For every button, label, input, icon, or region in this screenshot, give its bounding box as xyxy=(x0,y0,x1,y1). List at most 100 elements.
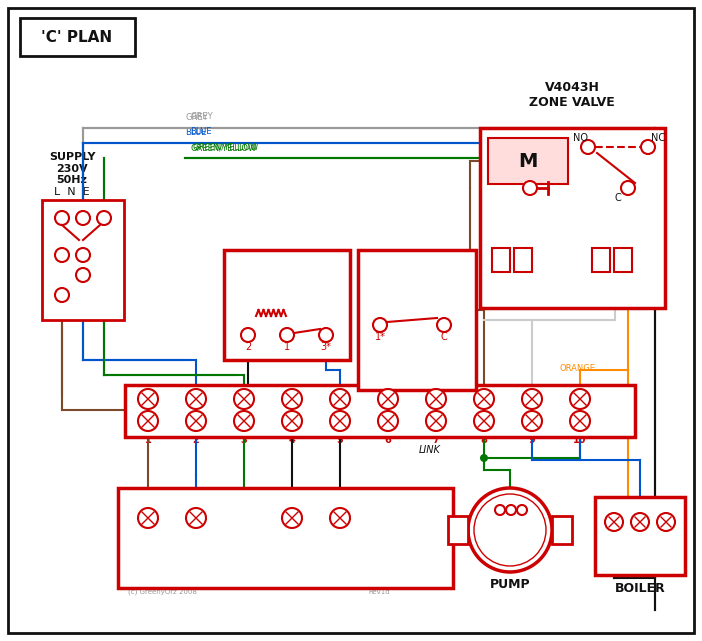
FancyBboxPatch shape xyxy=(42,200,124,320)
Circle shape xyxy=(474,411,494,431)
Text: 5: 5 xyxy=(337,435,343,445)
Text: HW: HW xyxy=(331,497,350,507)
Text: BLUE: BLUE xyxy=(185,128,206,137)
Circle shape xyxy=(378,389,398,409)
Circle shape xyxy=(55,248,69,262)
Text: 2: 2 xyxy=(245,342,251,352)
Text: GREEN/YELLOW: GREEN/YELLOW xyxy=(192,142,258,151)
Text: 9: 9 xyxy=(529,435,536,445)
FancyBboxPatch shape xyxy=(358,250,476,390)
Circle shape xyxy=(186,508,206,528)
Circle shape xyxy=(495,505,505,515)
Text: GREEN/YELLOW: GREEN/YELLOW xyxy=(190,143,256,152)
Circle shape xyxy=(76,211,90,225)
FancyBboxPatch shape xyxy=(595,497,685,575)
Circle shape xyxy=(282,508,302,528)
Text: PUMP: PUMP xyxy=(490,578,530,592)
Circle shape xyxy=(517,505,527,515)
Circle shape xyxy=(373,318,387,332)
Text: L: L xyxy=(145,497,151,507)
Text: N: N xyxy=(496,527,504,537)
Text: NC: NC xyxy=(651,133,665,143)
FancyBboxPatch shape xyxy=(492,248,510,272)
Text: L: L xyxy=(519,527,525,537)
FancyBboxPatch shape xyxy=(592,248,610,272)
Text: GREY: GREY xyxy=(190,112,213,121)
Circle shape xyxy=(186,389,206,409)
Text: E: E xyxy=(508,527,515,537)
Circle shape xyxy=(97,211,111,225)
Text: BROWN: BROWN xyxy=(467,269,476,301)
Circle shape xyxy=(330,411,350,431)
Circle shape xyxy=(186,411,206,431)
Circle shape xyxy=(631,513,649,531)
Circle shape xyxy=(55,211,69,225)
FancyBboxPatch shape xyxy=(480,128,665,308)
Text: * CONTACT CLOSED
MEANS CALLING
FOR HEAT: * CONTACT CLOSED MEANS CALLING FOR HEAT xyxy=(390,350,465,380)
FancyBboxPatch shape xyxy=(614,248,632,272)
Text: BOILER: BOILER xyxy=(615,581,665,594)
Circle shape xyxy=(234,411,254,431)
FancyBboxPatch shape xyxy=(125,385,635,437)
Text: 3*: 3* xyxy=(321,342,331,352)
Circle shape xyxy=(76,268,90,282)
Circle shape xyxy=(621,181,635,195)
FancyBboxPatch shape xyxy=(224,250,350,360)
Text: NO: NO xyxy=(574,133,588,143)
Text: L641A
CYLINDER
STAT: L641A CYLINDER STAT xyxy=(386,263,448,296)
Text: LINK: LINK xyxy=(419,445,441,455)
Circle shape xyxy=(280,328,294,342)
Text: L  N  E: L N E xyxy=(54,187,90,197)
Text: 8: 8 xyxy=(481,435,487,445)
Text: ORANGE: ORANGE xyxy=(560,363,596,372)
Circle shape xyxy=(523,181,537,195)
Circle shape xyxy=(605,513,623,531)
Text: T6360B
ROOM STAT: T6360B ROOM STAT xyxy=(251,263,323,285)
FancyBboxPatch shape xyxy=(20,18,135,56)
Text: CH: CH xyxy=(284,497,300,507)
Circle shape xyxy=(522,389,542,409)
Text: L: L xyxy=(663,502,669,512)
Circle shape xyxy=(581,140,595,154)
Text: C: C xyxy=(441,332,447,342)
Circle shape xyxy=(319,328,333,342)
Circle shape xyxy=(138,411,158,431)
Text: BLUE: BLUE xyxy=(190,127,211,136)
Text: 6: 6 xyxy=(385,435,392,445)
Text: 1: 1 xyxy=(284,342,290,352)
Text: GREY: GREY xyxy=(185,113,208,122)
Text: V4043H
ZONE VALVE: V4043H ZONE VALVE xyxy=(529,81,615,109)
Circle shape xyxy=(282,389,302,409)
Circle shape xyxy=(378,411,398,431)
Text: 1: 1 xyxy=(145,435,152,445)
Circle shape xyxy=(480,454,488,462)
Circle shape xyxy=(76,248,90,262)
Circle shape xyxy=(570,389,590,409)
Circle shape xyxy=(234,389,254,409)
Circle shape xyxy=(506,505,516,515)
Circle shape xyxy=(330,389,350,409)
Circle shape xyxy=(474,494,546,566)
Circle shape xyxy=(241,328,255,342)
FancyBboxPatch shape xyxy=(488,138,568,184)
Text: SUPPLY
230V
50Hz: SUPPLY 230V 50Hz xyxy=(48,152,95,185)
Text: 2: 2 xyxy=(192,435,199,445)
Circle shape xyxy=(474,389,494,409)
Circle shape xyxy=(570,411,590,431)
FancyBboxPatch shape xyxy=(448,516,468,544)
Circle shape xyxy=(55,288,69,302)
Circle shape xyxy=(138,508,158,528)
Text: WHITE: WHITE xyxy=(617,271,626,299)
Circle shape xyxy=(138,389,158,409)
Text: N: N xyxy=(610,502,618,512)
Text: M: M xyxy=(518,151,538,171)
FancyBboxPatch shape xyxy=(514,248,532,272)
Text: 7: 7 xyxy=(432,435,439,445)
Circle shape xyxy=(282,411,302,431)
Text: 10: 10 xyxy=(574,435,587,445)
Circle shape xyxy=(468,488,552,572)
Circle shape xyxy=(330,508,350,528)
Text: (c) GreenyOrz 2008: (c) GreenyOrz 2008 xyxy=(128,588,197,595)
Circle shape xyxy=(426,389,446,409)
FancyBboxPatch shape xyxy=(118,488,453,588)
